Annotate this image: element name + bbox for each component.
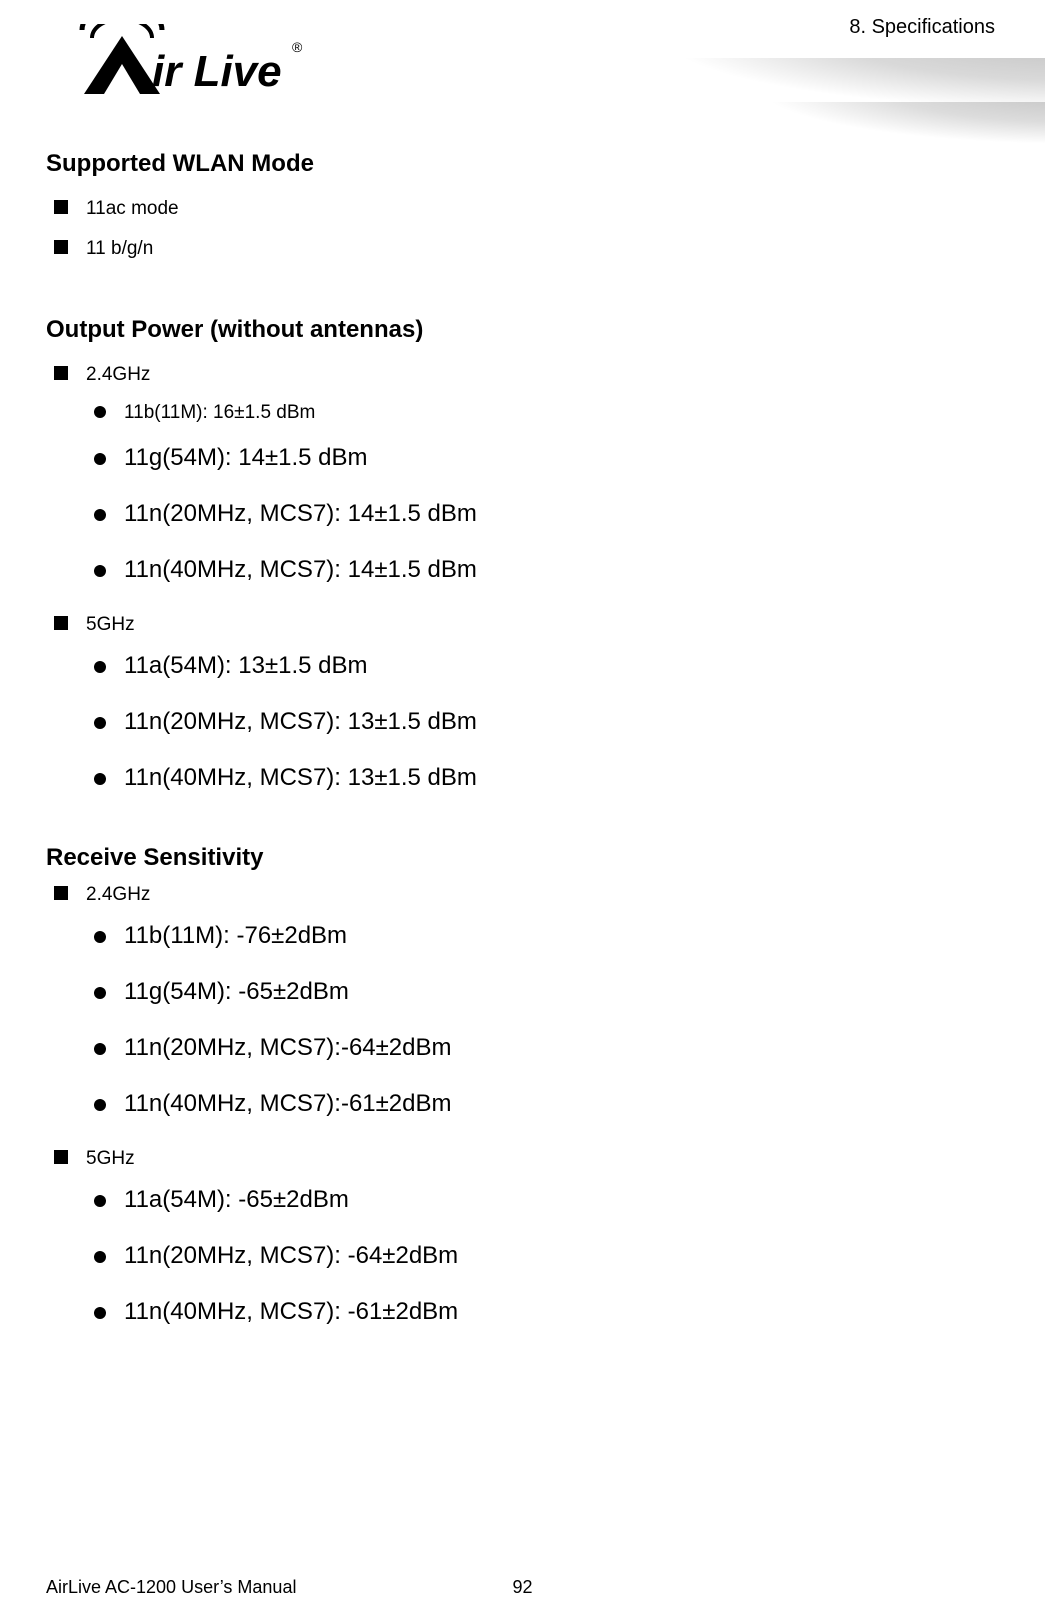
circle-bullet-icon — [94, 987, 106, 999]
list-subitem: 11n(20MHz, MCS7): 13±1.5 dBm — [94, 708, 926, 736]
spec-content: Supported WLAN Mode 11ac mode 11 b/g/n O… — [46, 150, 926, 1354]
list-subitem-text: 11a(54M): 13±1.5 dBm — [124, 652, 368, 680]
list-subitem-text: 11a(54M): -65±2dBm — [124, 1186, 349, 1214]
circle-bullet-icon — [94, 1307, 106, 1319]
header-swoosh — [665, 102, 1045, 148]
list-item: 5GHz — [54, 1146, 926, 1170]
list-subitem-text: 11g(54M): -65±2dBm — [124, 978, 349, 1006]
list-subitem-text: 11n(20MHz, MCS7):-64±2dBm — [124, 1034, 452, 1062]
chapter-label: 8. Specifications — [849, 16, 995, 39]
square-bullet-icon — [54, 1150, 68, 1164]
list-subitem-text: 11n(40MHz, MCS7): -61±2dBm — [124, 1298, 458, 1326]
list-subitem: 11b(11M): -76±2dBm — [94, 922, 926, 950]
list-subitem: 11g(54M): -65±2dBm — [94, 978, 926, 1006]
list-item: 2.4GHz — [54, 882, 926, 906]
square-bullet-icon — [54, 886, 68, 900]
list-subitem: 11b(11M): 16±1.5 dBm — [94, 402, 926, 424]
section-title-receive: Receive Sensitivity — [46, 844, 926, 872]
list-subitem: 11n(40MHz, MCS7):-61±2dBm — [94, 1090, 926, 1118]
list-subitem-text: 11g(54M): 14±1.5 dBm — [124, 444, 368, 472]
circle-bullet-icon — [94, 931, 106, 943]
circle-bullet-icon — [94, 1043, 106, 1055]
list-subitem-text: 11n(20MHz, MCS7): -64±2dBm — [124, 1242, 458, 1270]
square-bullet-icon — [54, 200, 68, 214]
list-item: 11 b/g/n — [54, 236, 926, 260]
section-title-power: Output Power (without antennas) — [46, 316, 926, 344]
list-subitem-text: 11n(40MHz, MCS7):-61±2dBm — [124, 1090, 452, 1118]
list-item-text: 5GHz — [86, 614, 135, 636]
circle-bullet-icon — [94, 453, 106, 465]
circle-bullet-icon — [94, 717, 106, 729]
circle-bullet-icon — [94, 509, 106, 521]
list-subitem-text: 11n(40MHz, MCS7): 14±1.5 dBm — [124, 556, 477, 584]
list-subitem-text: 11n(40MHz, MCS7): 13±1.5 dBm — [124, 764, 477, 792]
list-item-text: 2.4GHz — [86, 364, 150, 386]
square-bullet-icon — [54, 616, 68, 630]
list-subitem: 11n(20MHz, MCS7):-64±2dBm — [94, 1034, 926, 1062]
list-item: 5GHz — [54, 612, 926, 636]
footer-page-number: 92 — [512, 1577, 532, 1598]
list-item-text: 2.4GHz — [86, 884, 150, 906]
footer-manual-title: AirLive AC-1200 User’s Manual — [46, 1577, 296, 1598]
list-subitem: 11a(54M): 13±1.5 dBm — [94, 652, 926, 680]
circle-bullet-icon — [94, 1195, 106, 1207]
circle-bullet-icon — [94, 661, 106, 673]
svg-text:ir Live: ir Live — [152, 47, 282, 96]
list-subitem-text: 11n(20MHz, MCS7): 14±1.5 dBm — [124, 500, 477, 528]
list-item: 11ac mode — [54, 196, 926, 220]
circle-bullet-icon — [94, 565, 106, 577]
list-subitem-text: 11n(20MHz, MCS7): 13±1.5 dBm — [124, 708, 477, 736]
list-item-text: 11ac mode — [86, 198, 179, 220]
circle-bullet-icon — [94, 1099, 106, 1111]
list-subitem: 11n(40MHz, MCS7): -61±2dBm — [94, 1298, 926, 1326]
list-subitem-text: 11b(11M): -76±2dBm — [124, 922, 347, 950]
section-title-wlan: Supported WLAN Mode — [46, 150, 926, 178]
page-footer: AirLive AC-1200 User’s Manual 92 — [46, 1577, 999, 1598]
list-subitem-text: 11b(11M): 16±1.5 dBm — [124, 402, 315, 424]
square-bullet-icon — [54, 240, 68, 254]
circle-bullet-icon — [94, 406, 106, 418]
airlive-logo: ir Live ® — [24, 24, 304, 104]
list-item-text: 11 b/g/n — [86, 238, 153, 260]
list-subitem: 11a(54M): -65±2dBm — [94, 1186, 926, 1214]
list-subitem: 11n(40MHz, MCS7): 13±1.5 dBm — [94, 764, 926, 792]
svg-text:®: ® — [292, 39, 303, 55]
list-subitem: 11n(40MHz, MCS7): 14±1.5 dBm — [94, 556, 926, 584]
list-subitem: 11g(54M): 14±1.5 dBm — [94, 444, 926, 472]
list-subitem: 11n(20MHz, MCS7): -64±2dBm — [94, 1242, 926, 1270]
list-item-text: 5GHz — [86, 1148, 135, 1170]
list-item: 2.4GHz — [54, 362, 926, 386]
circle-bullet-icon — [94, 1251, 106, 1263]
list-subitem: 11n(20MHz, MCS7): 14±1.5 dBm — [94, 500, 926, 528]
square-bullet-icon — [54, 366, 68, 380]
circle-bullet-icon — [94, 773, 106, 785]
